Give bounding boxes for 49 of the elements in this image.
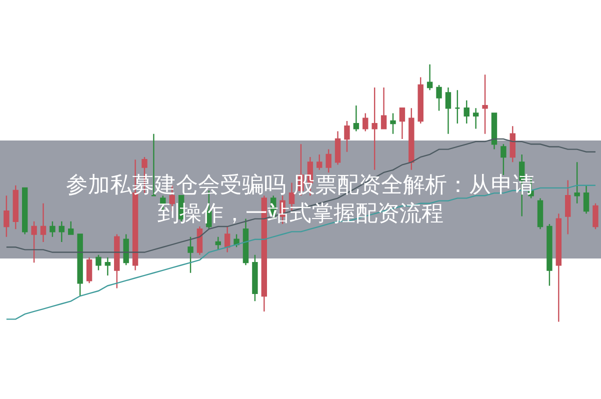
- candlestick: [556, 213, 562, 322]
- candlestick: [399, 108, 406, 140]
- candlestick: [445, 86, 452, 134]
- candlestick: [123, 234, 129, 266]
- candlestick: [574, 162, 580, 204]
- candlestick: [510, 126, 516, 163]
- candlestick: [546, 223, 552, 286]
- candlestick: [326, 148, 332, 174]
- candlestick: [50, 220, 56, 238]
- candlestick: [242, 218, 249, 266]
- candlestick: [224, 226, 230, 253]
- candlestick: [353, 104, 360, 132]
- candlestick: [316, 154, 322, 170]
- candlestick: [188, 236, 194, 274]
- candlestick: [196, 226, 203, 256]
- candlestick: [261, 195, 267, 312]
- candlestick: [12, 184, 18, 230]
- candlestick: [472, 108, 479, 130]
- candlestick: [583, 184, 590, 214]
- candlestick: [68, 220, 74, 235]
- candlestick: [390, 112, 396, 134]
- candlestick: [537, 198, 544, 230]
- candlestick: [86, 256, 92, 284]
- candlestick: [482, 74, 488, 134]
- candlestick: [58, 220, 65, 243]
- candlestick: [31, 220, 37, 264]
- candlestick: [96, 254, 102, 271]
- candlestick: [426, 64, 433, 91]
- candlestick: [408, 108, 414, 170]
- candlestick: [491, 112, 498, 150]
- candlestick: [4, 195, 10, 238]
- candlestick: [215, 236, 221, 250]
- candlestick: [454, 90, 460, 124]
- candlestick: [40, 202, 46, 243]
- candlestick: [104, 256, 111, 276]
- candlestick: [464, 100, 470, 124]
- candlestick: [344, 120, 350, 152]
- candlestick: [592, 202, 598, 230]
- candlestick: [362, 112, 368, 132]
- candlestick: [418, 76, 424, 124]
- candlestick: [565, 180, 571, 235]
- candlestick: [114, 234, 120, 289]
- candlestick: [334, 130, 341, 166]
- candlestick: [252, 254, 258, 302]
- candlestick: [22, 187, 28, 235]
- candlestick: [372, 86, 378, 170]
- candlestick: [77, 234, 83, 297]
- candlestick: [380, 86, 387, 130]
- candlestick: [436, 84, 442, 112]
